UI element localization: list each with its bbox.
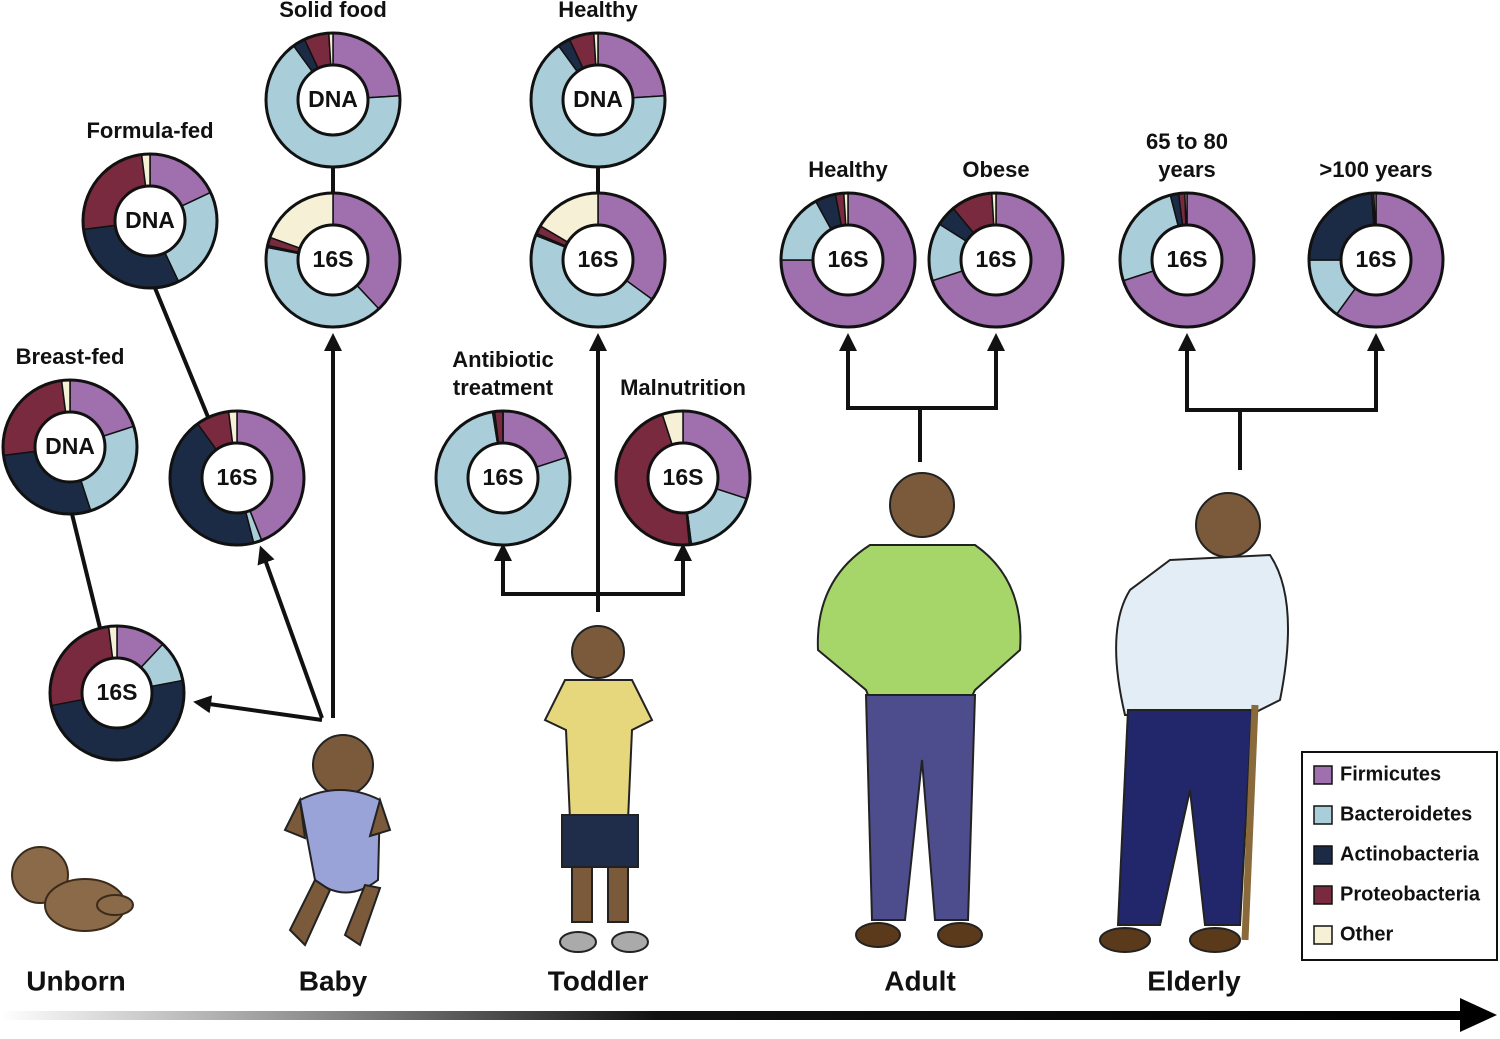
donut-title: >100 years [1319, 157, 1432, 182]
toddler-figure [543, 625, 654, 953]
adult-figure [816, 472, 1022, 948]
stage-label: Adult [884, 965, 956, 996]
donut-hole [113, 184, 187, 258]
donut-center-label: 16S [828, 246, 869, 272]
stage-label: Toddler [548, 965, 649, 996]
legend-swatch [1313, 845, 1333, 865]
donut-hole [811, 223, 885, 297]
legend-label: Proteobacteria [1340, 883, 1481, 905]
donut-hole [200, 441, 274, 515]
donut-outline [264, 191, 402, 329]
donut-title: 65 to 80 [1146, 129, 1228, 154]
donut-hole [466, 441, 540, 515]
donut-center-label: 16S [217, 464, 258, 490]
donut-title: Malnutrition [620, 375, 746, 400]
donut-outline [927, 191, 1065, 329]
donut-title: Healthy [558, 0, 638, 22]
legend-swatch [1313, 925, 1333, 945]
donut-center-label: 16S [578, 246, 619, 272]
donut-segment [1184, 192, 1188, 226]
donut-outline [1, 378, 139, 516]
donut-center-label: 16S [313, 246, 354, 272]
unborn-figure [11, 846, 134, 932]
legend-box [1301, 751, 1498, 961]
donut-title: Healthy [808, 157, 888, 182]
elderly-figure [1099, 492, 1289, 953]
stage-label: Baby [299, 965, 368, 996]
donut-outline [614, 409, 752, 547]
donut-hole [959, 223, 1033, 297]
donut-center-label: 16S [976, 246, 1017, 272]
donut-hole [33, 410, 107, 484]
stage-label: Unborn [26, 965, 126, 996]
donut-title: Antibiotic [452, 347, 553, 372]
donut-hole [80, 656, 154, 730]
donut-outline [779, 191, 917, 329]
donut-center-label: 16S [663, 464, 704, 490]
donut-hole [1150, 223, 1224, 297]
donut-title: treatment [453, 375, 554, 400]
connectors [70, 167, 1385, 722]
donut-title: Solid food [279, 0, 387, 22]
timeline [0, 1011, 1462, 1020]
legend-label: Other [1340, 923, 1394, 945]
donut-outline [48, 624, 186, 762]
donut-title: Formula-fed [86, 118, 213, 143]
donut-segment [1373, 192, 1377, 226]
donut-outline [168, 409, 306, 547]
donut-center-label: DNA [573, 86, 623, 112]
donut-center-label: 16S [483, 464, 524, 490]
timeline-arrow [1460, 998, 1497, 1032]
donut-hole [561, 223, 635, 297]
donut-center-label: 16S [1356, 246, 1397, 272]
donut-outline [1307, 191, 1445, 329]
stage-label: Elderly [1147, 965, 1241, 996]
donut-hole [561, 63, 635, 137]
donut-outline [529, 31, 667, 169]
donut-outline [1118, 191, 1256, 329]
donut-center-label: 16S [97, 679, 138, 705]
donut-title: Breast-fed [16, 344, 125, 369]
donut-title: years [1158, 157, 1216, 182]
baby-figure [283, 734, 392, 947]
donut-title: Obese [962, 157, 1029, 182]
donut-center-label: 16S [1167, 246, 1208, 272]
donut-hole [296, 63, 370, 137]
legend-label: Actinobacteria [1340, 843, 1480, 865]
legend-swatch [1313, 885, 1333, 905]
donut-center-label: DNA [308, 86, 358, 112]
donut-hole [296, 223, 370, 297]
donut-hole [1339, 223, 1413, 297]
donut-outline [81, 152, 219, 290]
donut-outline [434, 409, 572, 547]
donut-center-label: DNA [45, 433, 95, 459]
legend-label: Bacteroidetes [1340, 803, 1472, 825]
donut-outline [529, 191, 667, 329]
legend-swatch [1313, 765, 1333, 785]
legend-label: Firmicutes [1340, 763, 1441, 785]
legend-swatch [1313, 805, 1333, 825]
donut-hole [646, 441, 720, 515]
donut-center-label: DNA [125, 207, 175, 233]
donut-outline [264, 31, 402, 169]
